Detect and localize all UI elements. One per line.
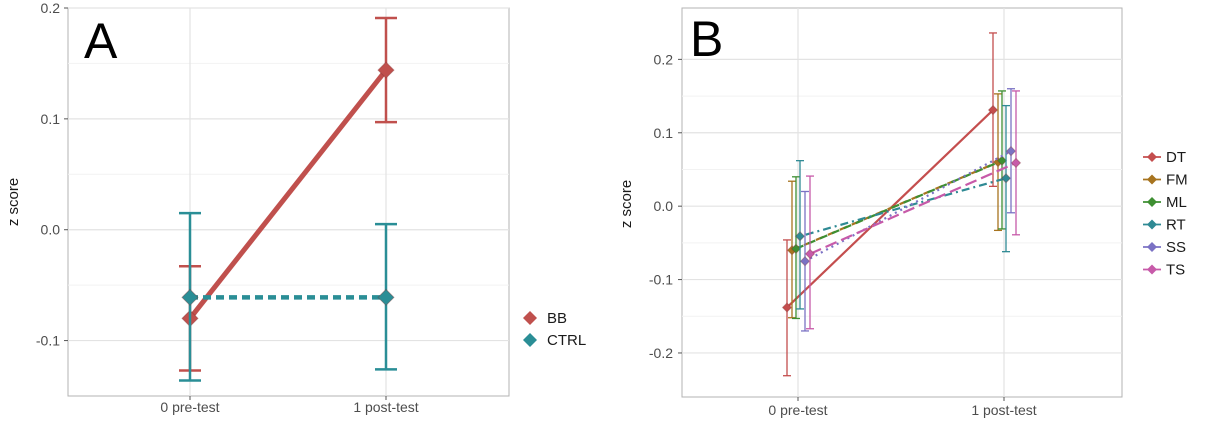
panel-b-y-ticks: -0.2 -0.1 0.0 0.1 0.2 [649,51,682,361]
legend-item-ml: ML [1143,194,1187,211]
legend-item-ts: TS [1143,262,1185,279]
data-point [377,288,395,307]
data-point [377,61,395,79]
panel-a-legend: BB CTRL [523,310,586,349]
series-ml [790,90,1008,320]
data-point [181,288,199,307]
panel-b-y-axis-title: z score [618,180,635,228]
panel-a-x-ticks: 0 pre-test 1 post-test [160,396,419,415]
panel-b-letter: B [690,11,723,67]
series-ts [804,90,1022,330]
series-ss [799,88,1017,332]
data-point [799,256,811,267]
legend-item-bb: BB [523,310,567,327]
x-tick-label: 0 pre-test [768,402,827,418]
panel-b-series [781,32,1022,377]
legend-label: TS [1166,262,1185,279]
panel-b: -0.2-0.10.00.10.2 0 pre-test 1 post-test … [618,7,1188,418]
legend-item-dt: DT [1143,149,1186,166]
legend-label: DT [1166,149,1186,166]
legend-marker [1147,219,1157,230]
legend-marker [1147,242,1157,252]
y-tick-label: -0.2 [649,345,673,361]
panel-a-plot-background [67,7,510,397]
x-tick-label: 1 post-test [971,402,1036,418]
series-bb [179,16,397,372]
data-point [794,231,806,242]
legend-label: SS [1166,239,1186,256]
data-point [781,302,793,313]
legend-item-fm: FM [1143,172,1188,189]
y-tick-label: -0.1 [649,272,673,288]
y-tick-label: 0.2 [41,0,61,16]
legend-item-ss: SS [1143,239,1186,256]
panel-a-y-ticks: -0.1 0.0 0.1 0.2 [36,0,68,349]
panel-b-x-ticks: 0 pre-test 1 post-test [768,397,1037,418]
y-tick-label: 0.1 [41,111,61,127]
legend-item-ctrl: CTRL [523,332,586,349]
legend-marker [523,333,537,347]
legend-item-rt: RT [1143,217,1186,234]
data-point [1005,145,1017,157]
data-point [1000,173,1012,184]
panel-a-grid [68,7,509,396]
data-point [790,243,802,254]
series-rt [794,104,1012,310]
y-tick-label: 0.0 [654,198,674,214]
x-tick-label: 0 pre-test [160,399,219,415]
y-tick-label: 0.2 [654,51,674,67]
legend-label: RT [1166,217,1186,234]
legend-label: ML [1166,194,1187,211]
legend-marker [1147,264,1157,275]
legend-label: CTRL [547,332,586,349]
legend-label: FM [1166,172,1188,189]
data-point [996,155,1008,166]
series-line [795,159,1003,250]
legend-marker [1147,197,1157,207]
series-line [188,68,388,320]
panel-b-legend: DT FM ML RT SS TS [1143,149,1188,279]
y-tick-label: 0.1 [654,125,674,141]
data-point [987,104,999,116]
panel-a-letter: A [84,13,118,69]
legend-marker [1147,174,1157,185]
series-ctrl [179,211,397,382]
legend-marker [523,311,537,325]
panel-b-grid [682,8,1122,397]
legend-label: BB [547,310,567,327]
panel-a-series [179,16,397,382]
series-line [809,161,1017,255]
y-tick-label: 0.0 [41,222,61,238]
panel-a: -0.1 0.0 0.1 0.2 0 pre-test 1 post-test A z … [5,0,586,415]
data-point [1010,157,1022,169]
panel-a-y-axis-title: z score [5,178,22,226]
x-tick-label: 1 post-test [353,399,418,415]
y-tick-label: -0.1 [36,333,60,349]
data-point [804,248,816,260]
legend-marker [1147,152,1157,162]
